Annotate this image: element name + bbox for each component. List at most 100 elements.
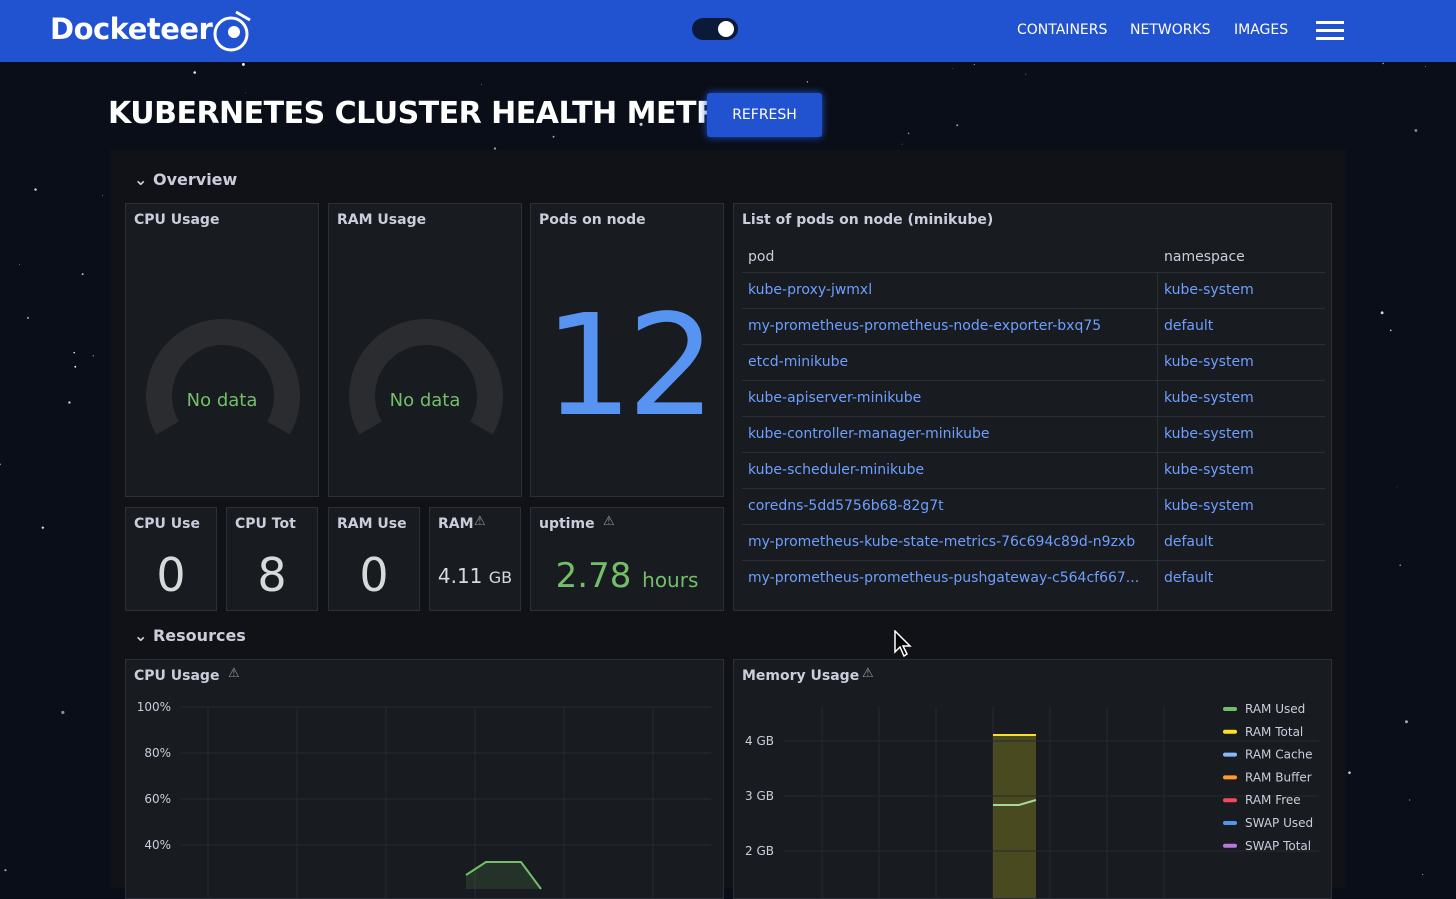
legend-swatch [1223,707,1237,711]
pod-name[interactable]: my-prometheus-kube-state-metrics-76c694c… [748,534,1136,550]
section-header[interactable]: ⌄ Overview [134,170,238,189]
panel-title: Memory Usage [742,668,860,684]
logo [213,10,251,52]
pod-name[interactable]: kube-controller-manager-minikube [748,426,990,442]
x-grid [207,707,654,898]
row-divider [742,416,1325,417]
pod-namespace[interactable]: default [1164,534,1214,550]
stat-number: 4.11 [437,564,483,588]
memory-chart: 4 GB 3 GB 2 GB RAM Used RAM Total RAM Cache RA… [745,702,1319,898]
theme-toggle[interactable] [692,18,738,40]
column-header[interactable]: namespace [1164,249,1245,265]
legend-swatch [1223,843,1237,848]
stat-panel: CPU Use 0 [125,507,217,611]
brand[interactable]: Docketeer [50,12,213,46]
row-divider [742,308,1325,309]
pod-namespace[interactable]: default [1164,570,1214,586]
stat-panel: RAM Use 0 [328,507,420,611]
panel-title: CPU Usage [134,212,220,228]
stat-panel: RAM ⚠ 4.11 GB [429,507,521,611]
legend-label: SWAP Used [1245,816,1313,830]
pod-namespace[interactable]: kube-system [1164,498,1254,514]
star [34,188,37,191]
y-tick-label: 4 GB [745,734,774,748]
stat-number: 2.78 [555,556,632,596]
nav-link[interactable]: IMAGES [1234,22,1289,38]
star [241,63,245,66]
star [493,147,497,150]
y-tick-label: 3 GB [745,789,774,803]
toggle-knob [718,21,734,37]
pod-name[interactable]: my-prometheus-prometheus-pushgateway-c56… [748,570,1140,586]
legend-label: RAM Free [1245,793,1301,807]
legend-swatch [1223,729,1237,734]
legend-label: RAM Total [1245,725,1303,739]
stat-panel: uptime ⚠ 2.78 hours [530,507,724,611]
star [73,351,75,354]
panel-title: Pods on node [539,212,646,228]
star [1396,486,1398,488]
section-title: Overview [152,170,238,189]
stat-value: 4.11 GB [430,564,520,588]
row-divider [742,524,1325,525]
star [245,92,246,94]
nav-link[interactable]: CONTAINERS [1017,22,1108,38]
no-link-icon: ⚠ [228,666,240,681]
row-divider [742,380,1325,381]
section-header[interactable]: ⌄ Resources [134,626,246,645]
stat-unit: hours [642,568,699,592]
no-link-icon: ⚠ [474,514,486,529]
legend-label: RAM Buffer [1245,770,1312,784]
column-header[interactable]: pod [748,249,775,265]
legend-label: RAM Cache [1245,748,1313,762]
star [26,316,30,319]
gauge-text: No data [186,390,258,411]
mouse-cursor [894,630,912,658]
star [806,81,809,83]
legend-swatch [1223,798,1237,803]
y-tick-label: 100% [137,700,171,714]
y-tick-label: 60% [144,792,171,806]
nav-link[interactable]: NETWORKS [1130,22,1211,38]
page-title: KUBERNETES CLUSTER HEALTH METRICS [108,96,773,131]
legend-swatch [1223,821,1237,825]
pod-namespace[interactable]: kube-system [1164,390,1254,406]
pod-name[interactable]: coredns-5dd5756b68-82g7t [748,498,944,514]
refresh-button[interactable]: REFRESH [707,93,822,137]
star [19,264,21,266]
table-panel: List of pods on node (minikube) pod name… [733,203,1332,611]
star [1399,564,1401,566]
star [68,401,71,404]
pod-namespace[interactable]: kube-system [1164,462,1254,478]
stat-panel: CPU Tot 8 [226,507,318,611]
pod-name[interactable]: kube-proxy-jwmxl [748,282,873,298]
legend-swatch [1223,775,1237,780]
panel-title: List of pods on node (minikube) [742,212,994,228]
gauge-panel: RAM Usage No data [328,203,522,497]
panel-title: RAM Usage [337,212,427,228]
star [639,122,643,126]
pod-namespace[interactable]: default [1164,318,1214,334]
pod-name[interactable]: kube-scheduler-minikube [748,462,925,478]
pod-name[interactable]: my-prometheus-prometheus-node-exporter-b… [748,318,1102,334]
pod-name[interactable]: kube-apiserver-minikube [748,390,922,406]
star [1382,62,1384,65]
gauge [146,319,300,435]
pod-namespace[interactable]: kube-system [1164,282,1254,298]
menu-icon[interactable] [1316,20,1344,42]
star [901,143,903,145]
stat-panel: Pods on node 12 [530,203,724,497]
stat-value: 8 [257,548,287,602]
star [907,132,910,135]
pod-name[interactable]: etcd-minikube [748,354,849,370]
panel-title: CPU Tot [235,516,296,532]
pod-namespace[interactable]: kube-system [1164,354,1254,370]
star [193,71,196,74]
row-divider [742,488,1325,489]
star [0,463,2,466]
star [74,365,77,368]
chart-panel: CPU Usage ⚠ 100% 80% 60% 40% [125,659,724,899]
star [1425,65,1426,67]
star [973,63,975,65]
pod-namespace[interactable]: kube-system [1164,426,1254,442]
